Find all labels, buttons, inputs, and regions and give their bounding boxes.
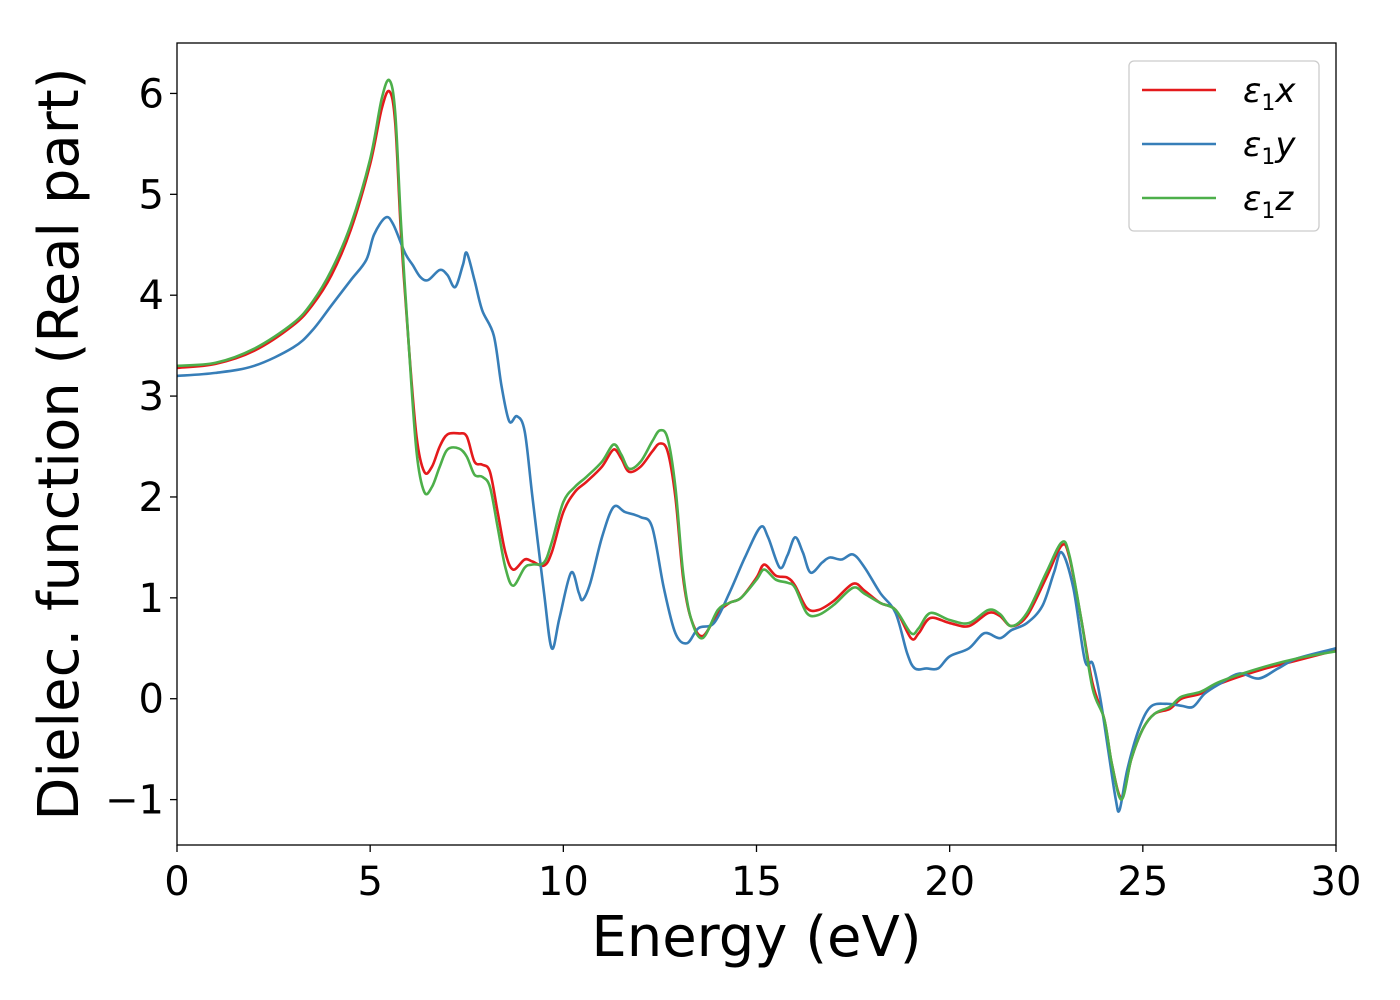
y-tick-label: 2	[139, 475, 164, 521]
legend-label-subscript: 1	[1261, 199, 1275, 224]
y-tick-label: 4	[139, 273, 164, 319]
x-tick-label: 20	[924, 859, 975, 905]
x-tick-label: 10	[538, 859, 589, 905]
x-tick-label: 30	[1311, 859, 1362, 905]
legend-label-z: ε1z	[1243, 179, 1294, 224]
legend-label-axis: y	[1274, 125, 1296, 165]
x-axis-label: Energy (eV)	[591, 905, 921, 970]
legend-label-axis: z	[1274, 179, 1294, 219]
y-axis-label: Dielec. function (Real part)	[27, 67, 92, 820]
legend-label-subscript: 1	[1261, 145, 1275, 170]
y-tick-label: 5	[139, 172, 164, 218]
x-tick-label: 15	[731, 859, 782, 905]
x-tick-label: 25	[1117, 859, 1168, 905]
legend-label-base: ε	[1243, 71, 1261, 111]
y-axis-ticks: −1 0 1 2 3 4 5 6	[105, 71, 177, 824]
plot-frame	[176, 42, 1337, 846]
legend-box	[1128, 60, 1320, 232]
legend-label-y: ε1y	[1243, 125, 1296, 170]
legend-label-axis: x	[1274, 71, 1296, 111]
series-lines	[177, 78, 1336, 813]
legend-label-subscript: 1	[1261, 91, 1275, 116]
y-tick-label: −1	[105, 778, 164, 824]
series-line-y	[177, 215, 1336, 813]
x-tick-label: 5	[357, 859, 382, 905]
y-tick-label: 6	[139, 71, 164, 117]
y-tick-label: 3	[139, 374, 164, 420]
x-axis-ticks: 0 5 10 15 20 25 30	[164, 845, 1361, 905]
legend-label-base: ε	[1243, 125, 1261, 165]
legend-label-base: ε	[1243, 179, 1261, 219]
y-tick-label: 0	[139, 677, 164, 723]
series-line-z	[177, 78, 1336, 801]
x-tick-label: 0	[164, 859, 189, 905]
legend-label-x: ε1x	[1243, 71, 1296, 116]
y-tick-label: 1	[139, 576, 164, 622]
